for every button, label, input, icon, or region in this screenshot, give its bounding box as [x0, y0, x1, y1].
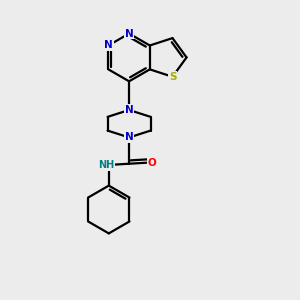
Text: O: O — [147, 158, 156, 167]
Text: N: N — [104, 40, 113, 50]
Text: S: S — [169, 72, 176, 82]
Text: N: N — [125, 28, 134, 38]
Text: N: N — [125, 105, 134, 115]
Text: NH: NH — [98, 160, 115, 170]
Text: N: N — [125, 133, 134, 142]
